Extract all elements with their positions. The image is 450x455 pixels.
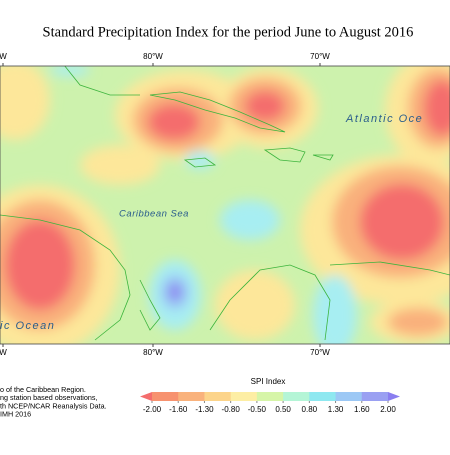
- legend-tick-label: -0.80: [222, 405, 241, 414]
- legend-tick-label: 0.80: [302, 405, 318, 414]
- legend-title: SPI Index: [251, 377, 286, 386]
- legend-swatch: [230, 392, 258, 401]
- legend-tick-label: 1.30: [328, 405, 344, 414]
- legend-swatch: [335, 392, 363, 401]
- legend-tick-label: -1.30: [195, 405, 214, 414]
- credit-line: o of the Caribbean Region.: [0, 385, 86, 394]
- map-frame: [0, 65, 450, 345]
- legend-tick-label: 2.00: [380, 405, 396, 414]
- legend: SPI Index -2.00 -1.60 -1.30 -0.80 -0.50 0.50 0.…: [140, 377, 400, 414]
- legend-swatch: [283, 392, 310, 401]
- credit-line: ng station based observations,: [0, 393, 98, 402]
- legend-tick-label: -2.00: [143, 405, 162, 414]
- longitude-label: 80°W: [143, 348, 163, 357]
- legend-swatch: [309, 392, 337, 401]
- longitude-label: W: [0, 52, 7, 61]
- legend-tick-label: -0.50: [248, 405, 267, 414]
- credit-line: th NCEP/NCAR Reanalysis Data.: [0, 401, 107, 410]
- spi-field: [0, 66, 450, 344]
- legend-swatch: [178, 392, 205, 401]
- credit-line: IMH 2016: [0, 410, 31, 419]
- place-label: ic Ocean: [0, 320, 55, 332]
- longitude-label: 80°W: [143, 52, 163, 61]
- legend-tick-label: -1.60: [169, 405, 188, 414]
- longitude-label: W: [0, 348, 7, 357]
- place-label: Atlantic Oce: [345, 113, 423, 125]
- legend-swatch: [256, 392, 284, 401]
- legend-tick-label: 0.50: [275, 405, 291, 414]
- legend-swatch: [152, 392, 179, 401]
- legend-swatch: [361, 392, 389, 401]
- longitude-label: 70°W: [310, 52, 330, 61]
- legend-swatch: [140, 392, 152, 401]
- longitude-label: 70°W: [310, 348, 330, 357]
- legend-swatch: [388, 392, 400, 401]
- legend-tick-label: 1.60: [354, 405, 370, 414]
- title: Standard Precipitation Index for the per…: [43, 24, 414, 40]
- place-label: Caribbean Sea: [119, 209, 189, 220]
- legend-swatch: [204, 392, 232, 401]
